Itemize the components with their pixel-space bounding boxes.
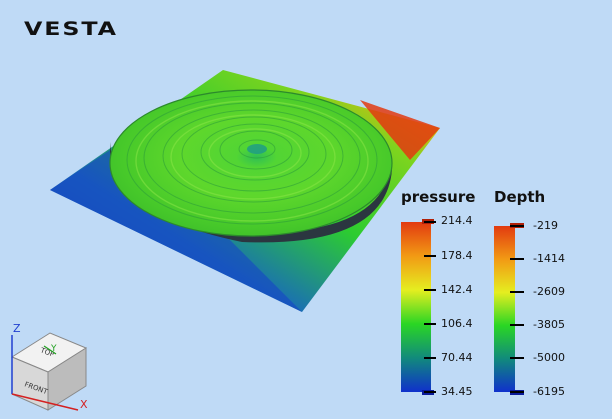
- depth-tick-label: -6195: [533, 385, 565, 398]
- vesta-logo: VESTA: [24, 18, 118, 40]
- disk-top: [109, 89, 393, 237]
- depth-tick-label: -5000: [533, 351, 565, 364]
- axis-label-y: Y: [51, 344, 57, 354]
- ground-red-corner: [360, 100, 440, 160]
- pressure-tickmark: [424, 323, 436, 325]
- pressure-tickmark: [424, 391, 436, 393]
- disk-rings-light: [135, 100, 369, 222]
- axis-label-z: Z: [13, 322, 21, 335]
- pressure-tick-label: 178.4: [441, 249, 473, 262]
- pressure-legend-title: pressure: [401, 188, 476, 206]
- depth-tickmark: [510, 357, 524, 359]
- depth-tickmark: [510, 324, 524, 326]
- pressure-tick-label: 34.45: [441, 385, 473, 398]
- depth-legend-title: Depth: [494, 188, 546, 206]
- depth-tickmark: [510, 291, 524, 293]
- pressure-tickmark: [424, 221, 436, 223]
- ground-shadow-blue: [50, 150, 302, 312]
- pressure-tick-label: 214.4: [441, 214, 473, 227]
- pressure-tickmark: [424, 357, 436, 359]
- pressure-tick-label: 70.44: [441, 351, 473, 364]
- depth-tick-label: -2609: [533, 285, 565, 298]
- depth-colorbar: [494, 226, 515, 392]
- pressure-tickmark: [424, 255, 436, 257]
- depth-tickmark: [510, 391, 524, 393]
- depth-tick-label: -3805: [533, 318, 565, 331]
- axis-label-x: X: [80, 398, 88, 411]
- disk-center-spot: [247, 144, 267, 154]
- depth-tickmark: [510, 225, 524, 227]
- depth-tickmark: [510, 258, 524, 260]
- pressure-tick-label: 142.4: [441, 283, 473, 296]
- pressure-tick-label: 106.4: [441, 317, 473, 330]
- disk-rings: [126, 95, 378, 225]
- pressure-colorbar: [401, 222, 431, 392]
- depth-tick-label: -1414: [533, 252, 565, 265]
- pressure-tickmark: [424, 289, 436, 291]
- depth-tick-label: -219: [533, 219, 558, 232]
- orientation-cube: TOP FRONT: [10, 332, 88, 411]
